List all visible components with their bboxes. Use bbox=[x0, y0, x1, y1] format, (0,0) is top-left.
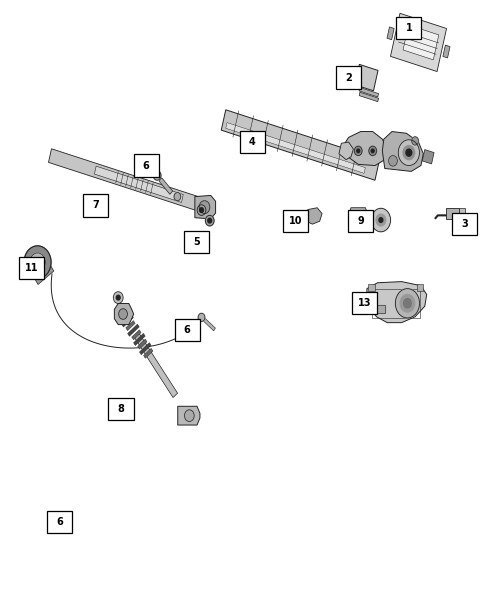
Circle shape bbox=[113, 292, 123, 303]
FancyBboxPatch shape bbox=[335, 67, 361, 89]
FancyBboxPatch shape bbox=[351, 292, 376, 315]
Polygon shape bbox=[134, 332, 177, 398]
Text: 4: 4 bbox=[248, 137, 255, 147]
Polygon shape bbox=[381, 131, 423, 171]
Circle shape bbox=[397, 140, 419, 166]
FancyBboxPatch shape bbox=[108, 398, 133, 420]
Polygon shape bbox=[445, 208, 458, 220]
FancyBboxPatch shape bbox=[451, 213, 476, 235]
Circle shape bbox=[370, 149, 373, 153]
Polygon shape bbox=[225, 123, 364, 173]
Polygon shape bbox=[442, 45, 449, 58]
Text: 13: 13 bbox=[357, 298, 370, 308]
Text: 6: 6 bbox=[183, 325, 190, 335]
FancyBboxPatch shape bbox=[184, 231, 209, 253]
Polygon shape bbox=[359, 88, 378, 97]
FancyBboxPatch shape bbox=[174, 319, 199, 341]
Circle shape bbox=[153, 171, 161, 180]
Polygon shape bbox=[159, 178, 172, 194]
Polygon shape bbox=[195, 196, 215, 219]
Polygon shape bbox=[127, 324, 139, 336]
Polygon shape bbox=[94, 166, 183, 203]
Polygon shape bbox=[366, 282, 426, 323]
Polygon shape bbox=[139, 343, 151, 355]
Polygon shape bbox=[402, 25, 438, 60]
Circle shape bbox=[199, 208, 203, 213]
Circle shape bbox=[184, 410, 194, 422]
Polygon shape bbox=[348, 208, 367, 226]
Text: 2: 2 bbox=[345, 72, 351, 82]
Circle shape bbox=[402, 145, 414, 160]
Circle shape bbox=[207, 219, 211, 223]
Polygon shape bbox=[359, 92, 378, 102]
Circle shape bbox=[205, 216, 213, 226]
Text: 5: 5 bbox=[193, 237, 200, 247]
Polygon shape bbox=[422, 150, 433, 164]
Text: 1: 1 bbox=[405, 23, 411, 33]
Circle shape bbox=[199, 201, 210, 214]
Polygon shape bbox=[24, 247, 54, 284]
Polygon shape bbox=[137, 339, 147, 349]
Polygon shape bbox=[177, 406, 199, 425]
Circle shape bbox=[356, 149, 359, 153]
Circle shape bbox=[30, 253, 45, 272]
Polygon shape bbox=[114, 303, 134, 325]
FancyBboxPatch shape bbox=[133, 154, 158, 177]
Text: 11: 11 bbox=[25, 263, 38, 273]
Polygon shape bbox=[132, 330, 141, 340]
Circle shape bbox=[375, 214, 385, 226]
Circle shape bbox=[394, 289, 419, 318]
Circle shape bbox=[198, 313, 204, 322]
Bar bbox=[373, 305, 384, 313]
Polygon shape bbox=[457, 209, 464, 223]
Bar bbox=[373, 305, 384, 313]
FancyBboxPatch shape bbox=[83, 194, 108, 217]
Circle shape bbox=[411, 137, 418, 145]
Polygon shape bbox=[354, 64, 377, 91]
Circle shape bbox=[34, 258, 41, 266]
Polygon shape bbox=[48, 149, 210, 214]
Text: 10: 10 bbox=[288, 216, 302, 226]
Circle shape bbox=[24, 246, 51, 279]
Polygon shape bbox=[303, 208, 321, 224]
Circle shape bbox=[174, 193, 181, 201]
Text: 8: 8 bbox=[117, 404, 124, 414]
FancyBboxPatch shape bbox=[19, 257, 44, 279]
FancyBboxPatch shape bbox=[239, 131, 264, 153]
FancyBboxPatch shape bbox=[283, 210, 307, 232]
Polygon shape bbox=[368, 284, 374, 291]
Polygon shape bbox=[143, 348, 152, 358]
Circle shape bbox=[368, 146, 376, 155]
Circle shape bbox=[399, 294, 414, 312]
FancyBboxPatch shape bbox=[348, 210, 372, 232]
Polygon shape bbox=[390, 14, 446, 71]
Text: 7: 7 bbox=[92, 200, 99, 210]
Text: 6: 6 bbox=[56, 517, 62, 527]
Polygon shape bbox=[386, 27, 393, 39]
Circle shape bbox=[403, 299, 410, 308]
Polygon shape bbox=[338, 142, 353, 160]
Text: 9: 9 bbox=[357, 216, 363, 226]
Polygon shape bbox=[343, 131, 386, 166]
Polygon shape bbox=[133, 333, 145, 346]
Text: 6: 6 bbox=[142, 161, 149, 171]
FancyBboxPatch shape bbox=[46, 511, 72, 533]
Bar bbox=[371, 289, 419, 318]
Circle shape bbox=[354, 146, 362, 155]
Circle shape bbox=[388, 155, 396, 166]
Circle shape bbox=[405, 149, 411, 156]
Circle shape bbox=[116, 295, 120, 300]
Polygon shape bbox=[221, 110, 378, 180]
Polygon shape bbox=[416, 284, 423, 291]
Circle shape bbox=[370, 209, 390, 232]
Circle shape bbox=[197, 205, 205, 216]
Polygon shape bbox=[121, 315, 133, 327]
Polygon shape bbox=[125, 320, 135, 330]
Circle shape bbox=[119, 309, 127, 319]
Text: 3: 3 bbox=[460, 219, 467, 229]
Circle shape bbox=[378, 218, 382, 223]
Circle shape bbox=[299, 211, 303, 217]
FancyBboxPatch shape bbox=[395, 16, 421, 39]
Polygon shape bbox=[203, 318, 215, 331]
